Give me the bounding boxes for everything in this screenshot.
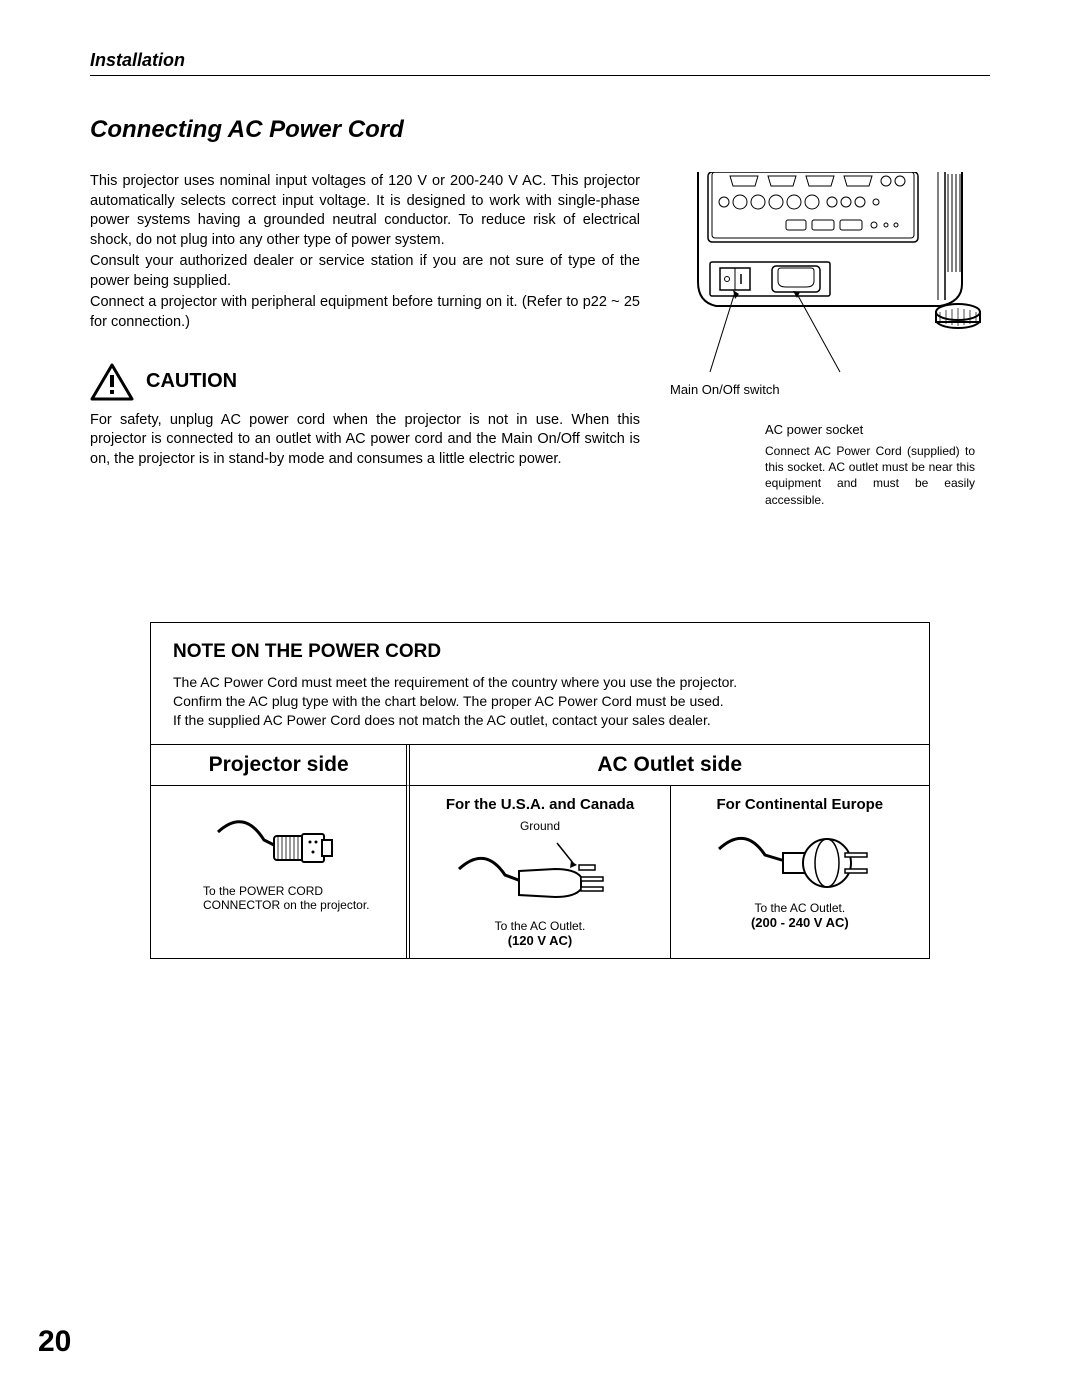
projector-plug-icon <box>214 802 344 880</box>
table-header-outlet: AC Outlet side <box>410 745 929 786</box>
ground-label: Ground <box>422 819 657 833</box>
table-header-projector: Projector side <box>151 745 410 786</box>
page-number: 20 <box>38 1325 71 1359</box>
usa-plug-icon <box>455 837 625 915</box>
intro-paragraph: Consult your authorized dealer or servic… <box>90 252 640 291</box>
section-header: Installation <box>90 50 990 71</box>
section-rule <box>90 75 990 76</box>
projector-diagram <box>690 172 990 382</box>
note-line: Confirm the AC plug type with the chart … <box>173 692 907 711</box>
socket-description: Connect AC Power Cord (supplied) to this… <box>765 443 975 508</box>
eu-plug-cell: For Continental Europe To the AC Outlet.… <box>670 786 929 958</box>
socket-callout: AC power socket <box>765 422 975 437</box>
eu-voltage: (200 - 240 V AC) <box>683 915 917 930</box>
eu-plug-icon <box>715 819 885 897</box>
usa-voltage: (120 V AC) <box>422 933 657 948</box>
caution-title: CAUTION <box>146 368 237 395</box>
switch-callout: Main On/Off switch <box>670 382 780 397</box>
page-title: Connecting AC Power Cord <box>90 116 990 144</box>
usa-plug-cell: For the U.S.A. and Canada Ground <box>410 786 669 958</box>
projector-side-cell: To the POWER CORD CONNECTOR on the proje… <box>151 786 410 958</box>
projector-caption: To the POWER CORD CONNECTOR on the proje… <box>203 884 394 912</box>
note-title: NOTE ON THE POWER CORD <box>173 641 907 663</box>
intro-paragraph: This projector uses nominal input voltag… <box>90 172 640 250</box>
caution-icon <box>90 363 134 401</box>
power-cord-note-box: NOTE ON THE POWER CORD The AC Power Cord… <box>150 622 930 959</box>
diagram-column: Main On/Off switch AC power socket Conne… <box>670 172 990 552</box>
caution-block: CAUTION For safety, unplug AC power cord… <box>90 363 640 470</box>
caution-text: For safety, unplug AC power cord when th… <box>90 411 640 470</box>
eu-caption: To the AC Outlet. <box>683 901 917 915</box>
eu-region-label: For Continental Europe <box>683 796 917 813</box>
intro-column: This projector uses nominal input voltag… <box>90 172 640 552</box>
note-line: The AC Power Cord must meet the requirem… <box>173 673 907 692</box>
note-line: If the supplied AC Power Cord does not m… <box>173 711 907 730</box>
usa-caption: To the AC Outlet. <box>422 919 657 933</box>
intro-paragraph: Connect a projector with peripheral equi… <box>90 293 640 332</box>
usa-region-label: For the U.S.A. and Canada <box>422 796 657 813</box>
